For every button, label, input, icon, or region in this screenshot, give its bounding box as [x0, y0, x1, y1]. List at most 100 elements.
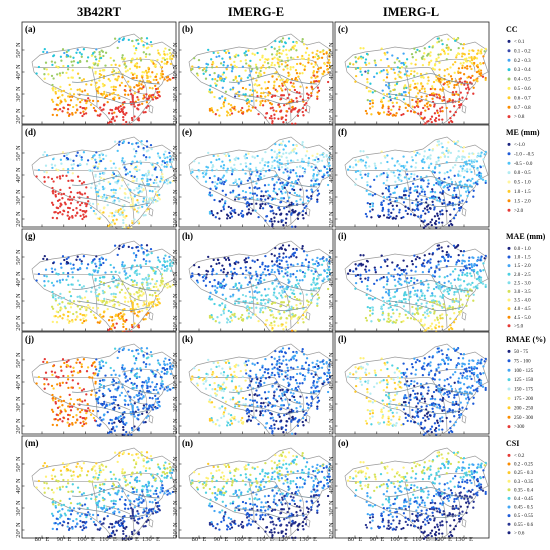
station-point — [370, 113, 373, 116]
station-point — [282, 121, 285, 124]
station-point — [131, 118, 134, 122]
station-point — [59, 309, 62, 312]
station-point — [92, 416, 96, 420]
station-point — [307, 199, 310, 203]
station-point — [267, 58, 270, 61]
station-point — [256, 154, 259, 158]
station-point — [396, 273, 399, 276]
station-point — [79, 111, 82, 115]
station-point — [277, 206, 280, 210]
station-point — [360, 280, 364, 283]
station-point — [402, 270, 406, 273]
station-point — [400, 273, 404, 276]
station-point — [438, 68, 441, 71]
station-point — [382, 69, 385, 72]
station-point — [83, 192, 87, 195]
station-point — [368, 205, 372, 208]
station-point — [154, 178, 158, 181]
station-point — [317, 192, 321, 195]
station-point — [127, 245, 130, 249]
station-point — [416, 82, 419, 85]
station-point — [259, 310, 262, 314]
station-point — [112, 304, 115, 307]
station-point — [267, 161, 270, 164]
station-point — [455, 159, 458, 162]
station-point — [382, 318, 386, 321]
station-point — [138, 65, 141, 69]
station-point — [76, 201, 79, 204]
station-point — [239, 316, 243, 319]
lat-tick-label: 30° N — [15, 86, 22, 102]
station-point — [477, 152, 480, 155]
station-point — [69, 87, 73, 91]
station-point — [427, 210, 430, 214]
station-point — [239, 109, 243, 112]
station-point — [152, 62, 155, 65]
station-point — [256, 302, 259, 305]
station-point — [270, 53, 274, 56]
station-point — [360, 57, 363, 60]
station-point — [223, 256, 226, 260]
station-point — [171, 76, 175, 80]
station-point — [98, 260, 101, 263]
station-point — [271, 122, 274, 125]
station-point — [91, 202, 95, 206]
station-point — [54, 294, 57, 297]
station-point — [154, 84, 157, 88]
station-point — [224, 283, 228, 286]
station-point — [69, 158, 72, 161]
station-point — [423, 323, 426, 326]
station-point — [51, 113, 54, 117]
station-point — [65, 257, 68, 261]
station-point — [211, 273, 214, 276]
station-point — [304, 316, 308, 319]
station-point — [283, 81, 286, 84]
station-point — [426, 157, 429, 160]
station-point — [148, 189, 152, 193]
station-point — [82, 285, 86, 288]
station-point — [112, 266, 116, 269]
station-point — [420, 190, 424, 193]
station-point — [82, 215, 86, 219]
station-point — [107, 285, 110, 288]
station-point — [380, 150, 383, 153]
station-point — [142, 146, 145, 150]
station-point — [270, 156, 274, 159]
station-point — [131, 301, 134, 304]
station-point — [72, 56, 75, 59]
station-point — [299, 62, 302, 65]
station-point — [79, 203, 82, 207]
station-point — [244, 196, 247, 199]
station-point — [117, 173, 120, 177]
station-point — [82, 106, 86, 110]
station-point — [145, 106, 148, 109]
station-point — [354, 177, 358, 181]
station-point — [261, 207, 265, 210]
station-point — [221, 198, 224, 201]
station-point — [69, 55, 72, 58]
station-point — [126, 276, 129, 279]
region-boundary — [298, 180, 305, 204]
island-outline — [148, 311, 154, 321]
station-point — [365, 189, 368, 193]
station-point — [423, 116, 426, 119]
station-point — [160, 267, 163, 270]
station-point — [414, 265, 418, 269]
station-point — [453, 312, 456, 315]
station-point — [215, 272, 218, 276]
station-point — [98, 172, 102, 175]
station-point — [476, 287, 479, 290]
station-point — [387, 289, 391, 292]
station-point — [387, 82, 391, 85]
station-point — [284, 295, 287, 298]
station-point — [387, 107, 390, 110]
station-point — [284, 191, 287, 194]
station-point — [271, 329, 274, 332]
station-point — [368, 269, 371, 272]
station-point — [212, 62, 215, 65]
station-point — [481, 75, 485, 78]
station-point — [418, 100, 422, 103]
station-point — [476, 270, 479, 274]
station-point — [284, 164, 287, 167]
station-point — [244, 93, 247, 96]
